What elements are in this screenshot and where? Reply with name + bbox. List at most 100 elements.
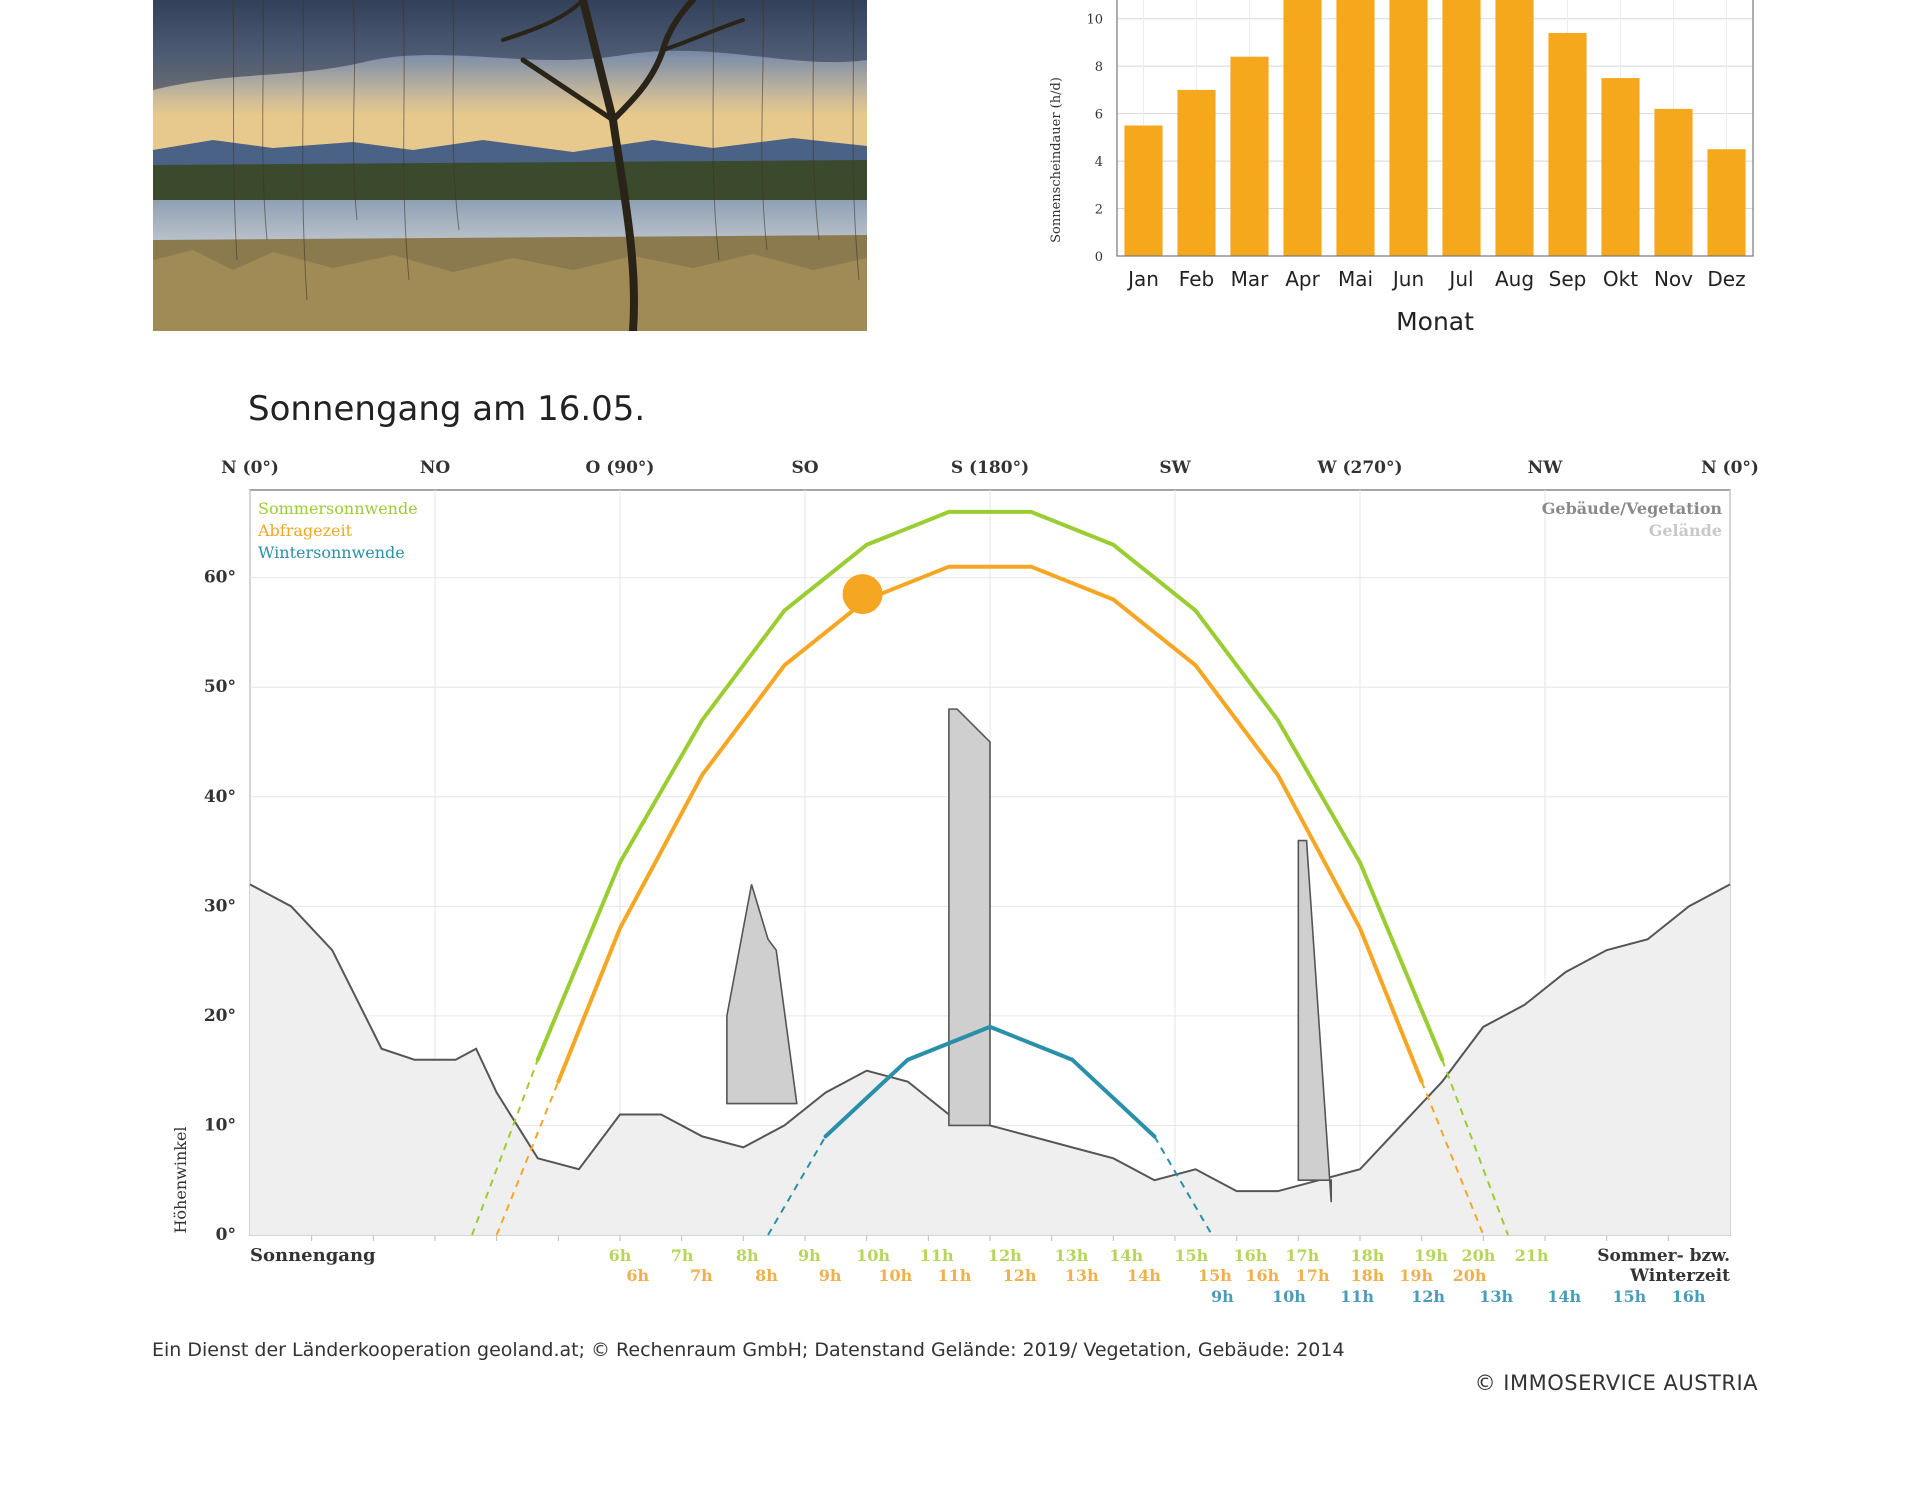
time-label: 16h [1672,1287,1706,1306]
sun-direction-label: S (180°) [951,458,1029,478]
bar-feb [1177,89,1216,256]
bar-nov [1654,108,1693,257]
building-vegetation-obstacle [948,708,991,1127]
time-label: 10h [856,1246,890,1265]
sun-position-marker [842,574,883,615]
sun-y-tick-label: 30° [204,896,236,916]
bar-x-tick-label: Dez [1707,267,1745,291]
source-note: Ein Dienst der Länderkooperation geoland… [152,1339,1345,1361]
time-label: 13h [1065,1266,1099,1285]
bar-dez [1707,149,1746,256]
bar-x-tick-label: Jul [1447,267,1473,291]
bar-jul [1442,0,1481,256]
summer-solstice-path-dashed [1441,1059,1509,1236]
bar-apr [1283,0,1322,256]
bar-x-tick-label: Apr [1285,267,1320,291]
legend-item: Gelände [1649,521,1722,540]
bar-okt [1601,78,1640,256]
bar-x-tick-label: Aug [1495,267,1534,291]
sunshine-bar-chart: Jan Feb Mar Apr Mai Jun Jul Aug Sep Okt Nov Dez 0 2 4… [1049,0,1754,336]
legend-item: Gebäude/Vegetation [1542,499,1723,518]
time-note-line1: Sommer- bzw. [1597,1246,1730,1266]
terrain-area [250,884,1730,1235]
time-label: 20h [1461,1246,1495,1265]
copyright-note: © IMMOSERVICE AUSTRIA [1474,1371,1758,1395]
bar-mai [1336,0,1375,256]
time-label: 6h [609,1246,632,1265]
time-label: 8h [755,1266,778,1285]
bar-x-tick-label: Jan [1126,267,1159,291]
bar-x-tick-label: Feb [1179,267,1214,291]
sun-y-tick-label: 0° [216,1225,236,1245]
bar-y-tick-label: 4 [1095,155,1103,170]
bar-chart-xlabel: Monat [1396,307,1474,336]
time-label: 14h [1547,1287,1581,1306]
time-label: 10h [1272,1287,1306,1306]
summer-solstice-path-dashed [471,1059,539,1236]
time-label: 12h [988,1246,1022,1265]
time-label: 9h [1211,1287,1234,1306]
time-label: 8h [736,1246,759,1265]
bar-x-tick-label: Jun [1391,267,1424,291]
time-label: 11h [920,1246,954,1265]
query-date-path-line [556,564,1424,1084]
time-label: 13h [1054,1246,1088,1265]
sun-direction-label: W (270°) [1316,458,1402,478]
sun-direction-label: N (0°) [221,458,279,478]
time-label: 14h [1109,1246,1143,1265]
time-label: 11h [1340,1287,1374,1306]
bar-y-tick-label: 2 [1095,203,1103,218]
bar-y-tick-label: 10 [1086,13,1103,28]
sun-y-tick-label: 60° [204,568,236,588]
bar-chart-frame [1116,0,1754,257]
sun-chart-bottom-label: Sonnengang [250,1245,376,1266]
time-label: 14h [1127,1266,1161,1285]
sun-direction-label: NO [420,458,451,478]
winter-solstice-path-dashed [1153,1135,1213,1236]
sun-direction-label: N (0°) [1701,458,1759,478]
bar-y-tick-label: 0 [1095,250,1103,265]
sun-direction-label: SW [1159,458,1191,478]
time-label: 18h [1350,1266,1384,1285]
winter-solstice-path-dashed [767,1135,827,1236]
time-label: 15h [1174,1246,1208,1265]
bar-chart-ylabel: Sonnenscheindauer (h/d) [1049,77,1064,243]
sun-direction-label: O (90°) [586,458,655,478]
bar-x-tick-label: Nov [1654,267,1693,291]
legend-item: Sommersonnwende [258,499,418,518]
time-label: 12h [1411,1287,1445,1306]
time-label: 19h [1414,1246,1448,1265]
query-date-path-dashed [1420,1081,1485,1236]
time-note-line2: Winterzeit [1629,1266,1730,1286]
building-vegetation-obstacle [726,884,798,1105]
sun-y-tick-label: 10° [204,1115,236,1135]
sun-path-title: Sonnengang am 16.05. [248,389,646,429]
sun-direction-label: NW [1528,458,1564,478]
time-label: 9h [819,1266,842,1285]
query-date-path-dashed [495,1081,560,1236]
bar-mar [1230,56,1269,256]
time-label: 11h [938,1266,972,1285]
time-label: 17h [1296,1266,1330,1285]
time-label: 17h [1285,1246,1319,1265]
bar-aug [1495,0,1534,256]
bar-jun [1389,0,1428,256]
time-label: 10h [878,1266,912,1285]
time-label: 20h [1453,1266,1487,1285]
time-label: 16h [1245,1266,1279,1285]
time-label: 15h [1198,1266,1232,1285]
time-label: 15h [1612,1287,1646,1306]
bar-y-tick-label: 8 [1095,60,1103,75]
legend-item: Abfragezeit [257,521,353,540]
time-label: 13h [1479,1287,1513,1306]
time-label: 21h [1515,1246,1549,1265]
time-label: 9h [798,1246,821,1265]
bar-y-tick-label: 6 [1095,108,1103,123]
time-label: 12h [1003,1266,1037,1285]
sun-path-chart: N (0°) NO O (90°) SO S (180°) SW W (270°) NW N (… [171,458,1759,1306]
sun-direction-label: SO [791,458,818,478]
sun-y-tick-label: 50° [204,677,236,697]
building-vegetation-obstacle [1297,839,1333,1203]
bar-sep [1548,32,1587,256]
time-label: 18h [1350,1246,1384,1265]
